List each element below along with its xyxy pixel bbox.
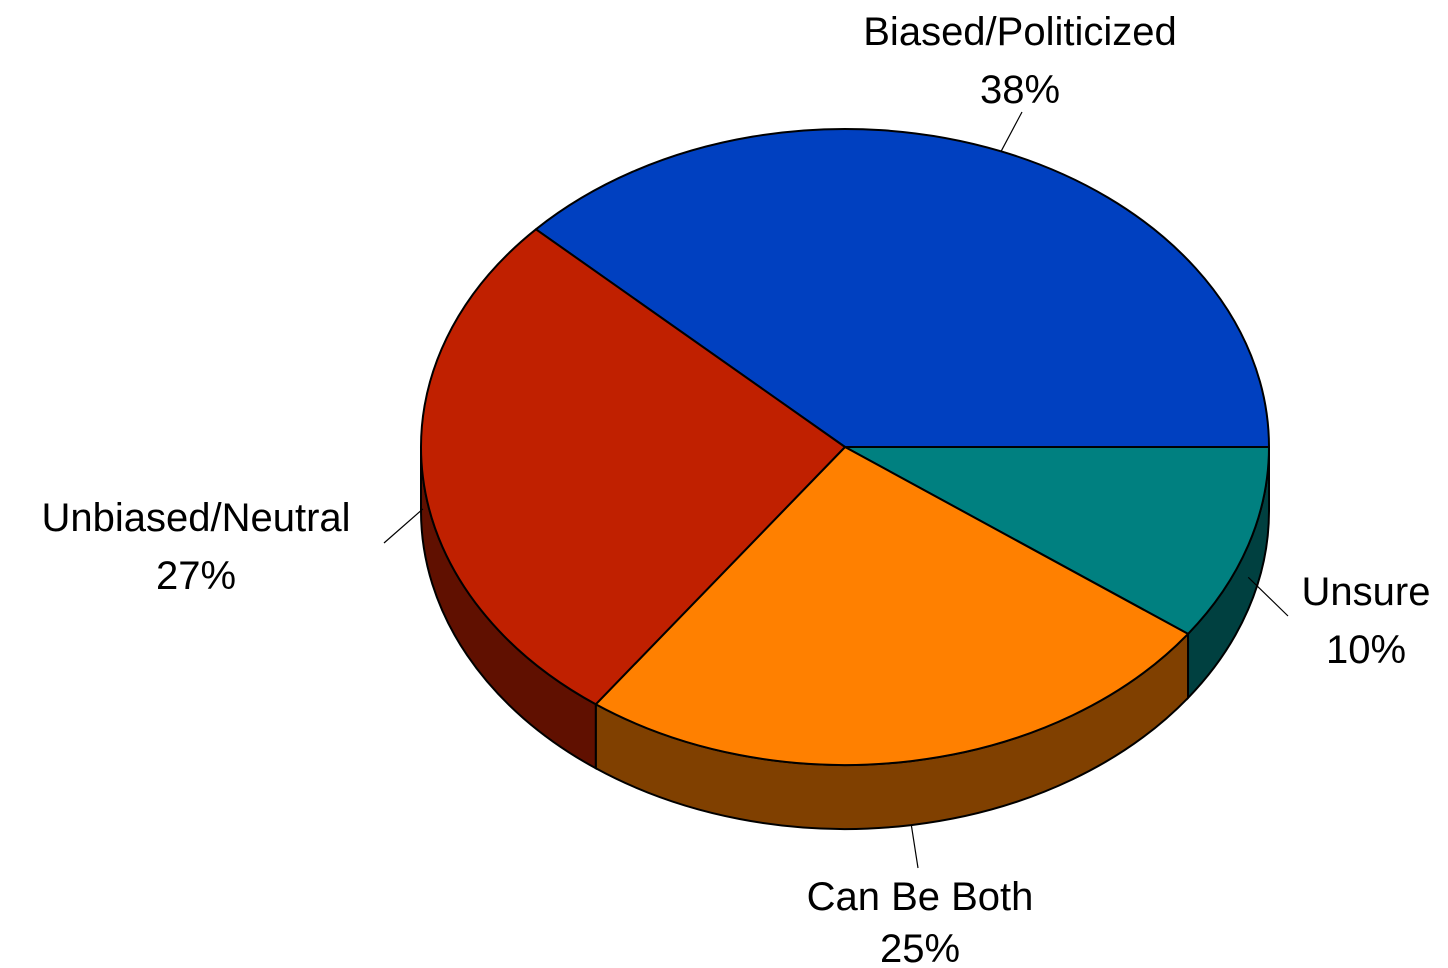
slice-percent: 38%	[980, 68, 1060, 112]
slice-percent: 25%	[880, 927, 960, 968]
slice-name: Can Be Both	[807, 875, 1034, 919]
slice-label-unbiased-neutral: Unbiased/Neutral 27%	[41, 496, 350, 598]
slice-name: Biased/Politicized	[863, 10, 1177, 54]
slice-label-biased-politicized: Biased/Politicized 38%	[863, 10, 1177, 112]
slice-name: Unsure	[1302, 570, 1431, 614]
pie-slice-unsure	[844, 446, 1270, 635]
pie-slice-can-be-both	[594, 446, 1190, 766]
leader-line-can-be-both	[910, 824, 919, 869]
slice-percent: 27%	[156, 554, 236, 598]
leader-line-biased-politicized	[1000, 111, 1023, 152]
leader-lines	[383, 111, 1289, 869]
pie-slice-biased-politicized	[534, 128, 1270, 448]
slice-percent: 10%	[1326, 628, 1406, 672]
slice-label-can-be-both: Can Be Both 25%	[807, 875, 1034, 968]
slice-label-unsure: Unsure 10%	[1302, 570, 1431, 672]
slice-name: Unbiased/Neutral	[41, 496, 350, 540]
leader-line-unbiased-neutral	[383, 508, 424, 544]
pie-top-faces	[420, 128, 1270, 766]
pie-slice-unbiased-neutral	[420, 228, 846, 706]
leader-line-unsure	[1247, 576, 1289, 617]
